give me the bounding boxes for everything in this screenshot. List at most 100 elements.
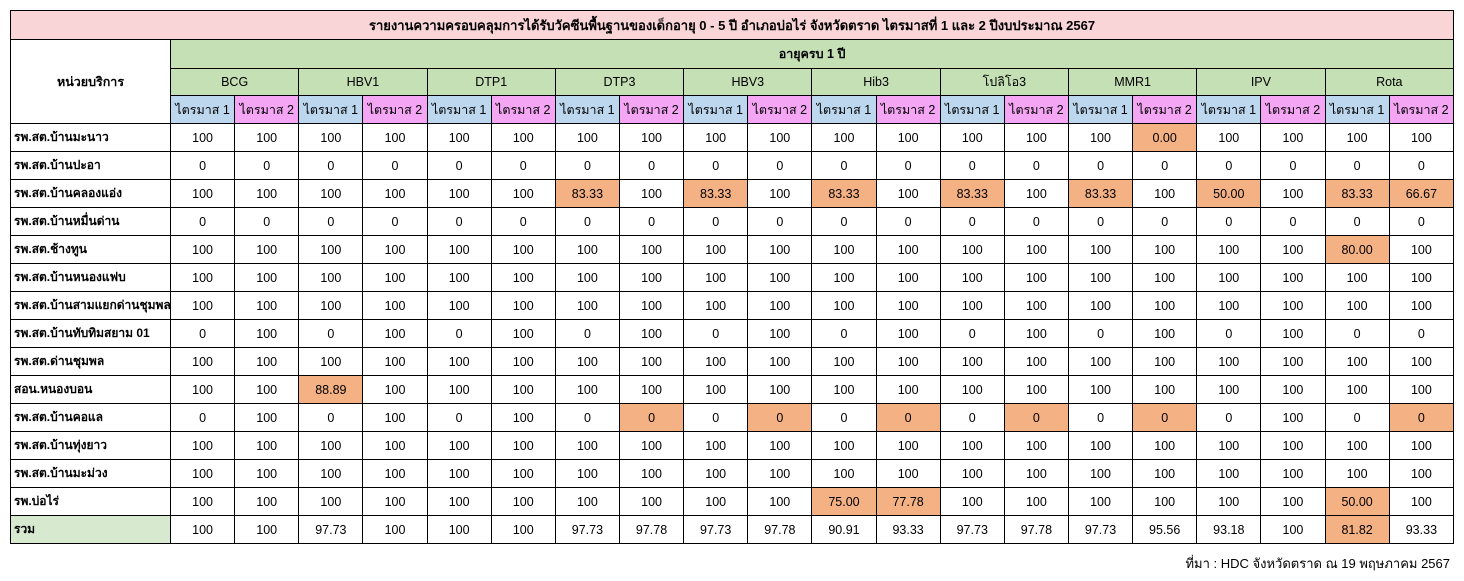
coverage-cell: 100: [683, 459, 749, 488]
coverage-cell: 100: [811, 235, 877, 264]
coverage-cell: 100: [618, 123, 685, 152]
quarter-2-header: ไตรมาส 2: [1132, 95, 1198, 124]
coverage-cell: 0: [683, 207, 749, 236]
coverage-cell: 100: [683, 291, 749, 320]
coverage-cell: 0: [426, 319, 492, 348]
coverage-cell: 100: [426, 123, 492, 152]
coverage-cell: 100: [490, 291, 556, 320]
coverage-cell: 100: [618, 319, 685, 348]
coverage-cell: 100: [298, 263, 364, 292]
coverage-cell: 97.73: [683, 515, 749, 544]
coverage-cell: 100: [618, 179, 685, 208]
coverage-cell: 100: [683, 487, 749, 516]
coverage-cell: 100: [1067, 235, 1134, 264]
coverage-cell: 100: [1196, 291, 1262, 320]
coverage-cell: 100: [1132, 319, 1198, 348]
coverage-cell: 100: [234, 375, 300, 404]
coverage-cell: 0: [490, 151, 556, 180]
coverage-cell: 0: [939, 319, 1005, 348]
coverage-cell: 100: [298, 347, 364, 376]
coverage-cell: 100: [1003, 235, 1069, 264]
coverage-cell: 100: [1132, 459, 1198, 488]
quarter-2-header: ไตรมาส 2: [362, 95, 428, 124]
table-row: รพ.สต.ช้างทูน 100 100 100 100 100 100 100 100 100…: [10, 235, 1455, 264]
table-row: รพ.สต.บ้านหมื่นด่าน 0 0 0 0 0 0 0 0 0 0 0 0 0 0 0 0 0 0 0 0: [10, 207, 1455, 236]
coverage-cell: 0: [747, 151, 813, 180]
coverage-cell: 83.33: [1324, 179, 1390, 208]
coverage-cell: 100: [875, 291, 941, 320]
coverage-cell: 100: [362, 123, 428, 152]
coverage-cell: 0: [169, 207, 236, 236]
coverage-cell: 100: [811, 123, 877, 152]
coverage-cell: 100: [169, 459, 236, 488]
coverage-cell: 100: [234, 319, 300, 348]
coverage-cell: 100: [747, 263, 813, 292]
coverage-cell: 77.78: [875, 487, 941, 516]
coverage-cell: 100: [362, 179, 428, 208]
coverage-cell: 100: [1388, 347, 1455, 376]
coverage-cell: 0: [875, 403, 941, 432]
coverage-cell: 100: [811, 347, 877, 376]
coverage-cell: 100: [554, 123, 620, 152]
coverage-cell: 97.73: [1067, 515, 1134, 544]
coverage-cell: 90.91: [811, 515, 877, 544]
coverage-cell: 100: [1132, 263, 1198, 292]
coverage-cell: 100: [1388, 263, 1455, 292]
coverage-cell: 0: [1003, 151, 1069, 180]
coverage-cell: 100: [1067, 347, 1134, 376]
coverage-cell: 100: [362, 515, 428, 544]
coverage-cell: 100: [683, 431, 749, 460]
coverage-cell: 100: [1324, 347, 1390, 376]
coverage-cell: 100: [426, 347, 492, 376]
coverage-cell: 100: [1260, 235, 1326, 264]
coverage-cell: 100: [1388, 487, 1455, 516]
coverage-cell: 100: [1260, 375, 1326, 404]
coverage-cell: 100: [1067, 459, 1134, 488]
coverage-cell: 93.18: [1196, 515, 1262, 544]
title-row: รายงานความครอบคลุมการได้รับวัคซีนพื้นฐาน…: [9, 10, 1455, 40]
coverage-cell: 100: [1388, 235, 1455, 264]
table-row: รพ.บ่อไร่ 100 100 100 100 100 100 100 100 100 100 7…: [10, 487, 1455, 516]
unit-name: รพ.สต.บ้านหนองแฟบ: [10, 263, 171, 292]
coverage-cell: 0: [554, 207, 620, 236]
coverage-cell: 100: [1196, 487, 1262, 516]
coverage-cell: 100: [811, 459, 877, 488]
coverage-cell: 100: [618, 291, 685, 320]
coverage-cell: 100: [169, 235, 236, 264]
coverage-cell: 100: [1003, 375, 1069, 404]
coverage-cell: 100: [234, 515, 300, 544]
quarter-1-header: ไตรมาส 1: [1067, 95, 1134, 124]
coverage-cell: 0: [426, 403, 492, 432]
coverage-cell: 100: [554, 263, 620, 292]
coverage-cell: 100: [169, 123, 236, 152]
coverage-cell: 100: [683, 375, 749, 404]
unit-name: รพ.สต.ช้างทูน: [10, 235, 171, 264]
coverage-cell: 0: [747, 207, 813, 236]
coverage-cell: 100: [490, 487, 556, 516]
coverage-cell: 0: [875, 151, 941, 180]
coverage-cell: 100: [683, 123, 749, 152]
coverage-cell: 100: [683, 235, 749, 264]
coverage-cell: 0: [1003, 403, 1069, 432]
coverage-cell: 100: [490, 347, 556, 376]
coverage-cell: 100: [811, 263, 877, 292]
coverage-cell: 100: [1196, 123, 1262, 152]
coverage-cell: 100: [683, 263, 749, 292]
coverage-cell: 0.00: [1132, 123, 1198, 152]
coverage-cell: 100: [490, 515, 556, 544]
quarter-1-header: ไตรมาส 1: [169, 95, 236, 124]
coverage-cell: 0: [1388, 207, 1455, 236]
coverage-cell: 100: [1324, 291, 1390, 320]
coverage-cell: 100: [490, 459, 556, 488]
coverage-cell: 100: [426, 179, 492, 208]
coverage-cell: 100: [1196, 459, 1262, 488]
coverage-cell: 0: [1003, 207, 1069, 236]
unit-name: รพ.สต.บ้านหมื่นด่าน: [10, 207, 171, 236]
coverage-cell: 100: [1260, 515, 1326, 544]
coverage-cell: 0: [169, 403, 236, 432]
coverage-cell: 100: [169, 431, 236, 460]
coverage-cell: 100: [490, 375, 556, 404]
quarter-2-header: ไตรมาส 2: [490, 95, 556, 124]
coverage-cell: 0: [1067, 151, 1134, 180]
coverage-cell: 50.00: [1196, 179, 1262, 208]
